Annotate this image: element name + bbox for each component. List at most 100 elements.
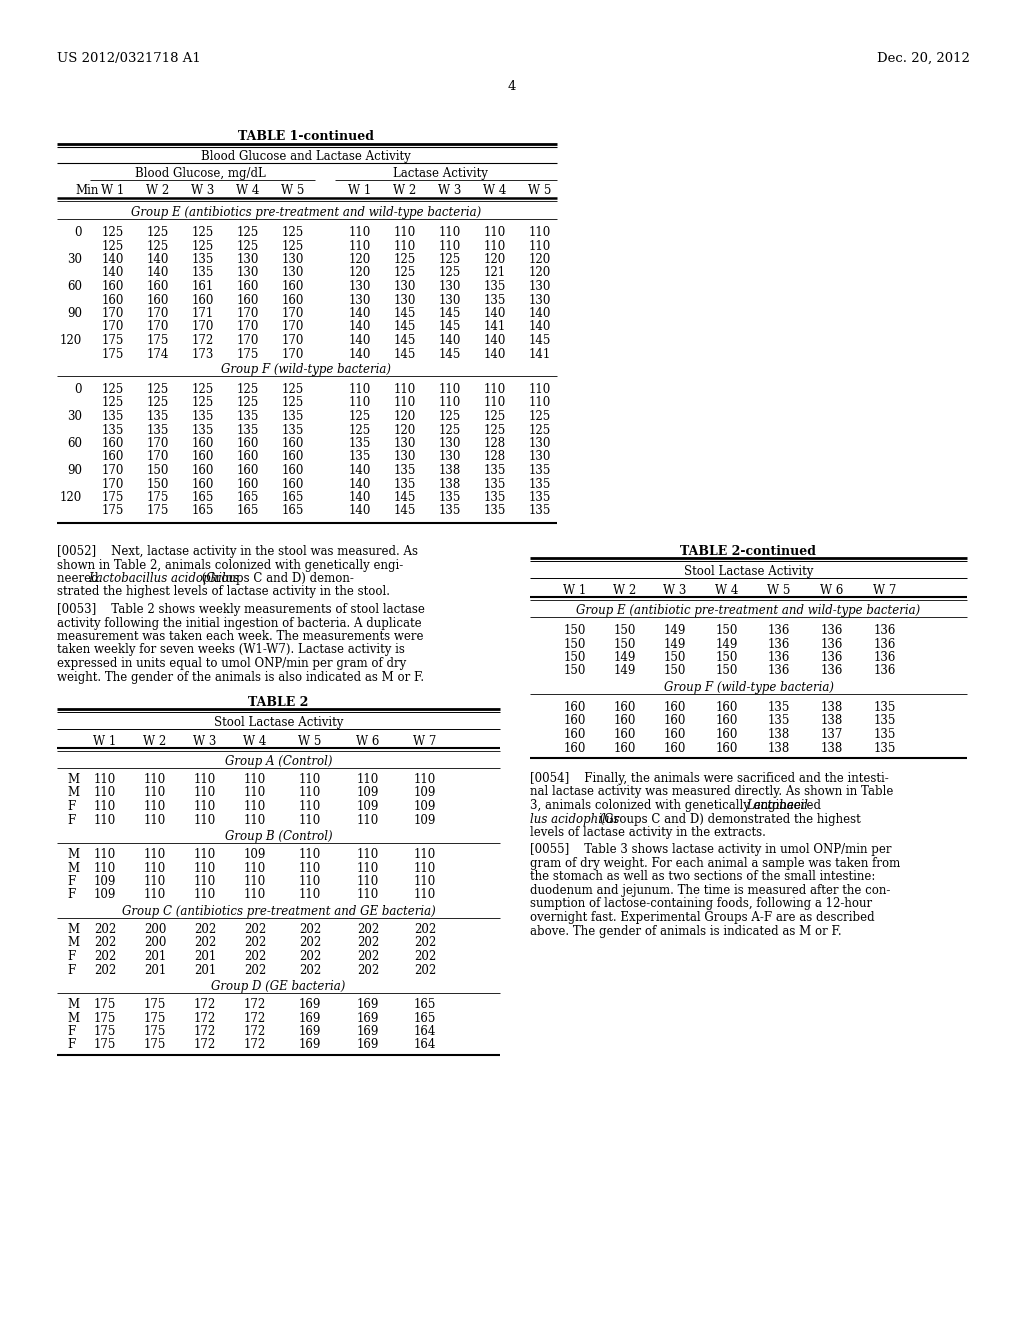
Text: 145: 145 (394, 308, 416, 319)
Text: 110: 110 (439, 239, 461, 252)
Text: 136: 136 (768, 664, 791, 677)
Text: 125: 125 (439, 267, 461, 280)
Text: 202: 202 (357, 950, 379, 964)
Text: 110: 110 (194, 875, 216, 888)
Text: 138: 138 (821, 701, 843, 714)
Text: [0055]    Table 3 shows lactase activity in umol ONP/min per: [0055] Table 3 shows lactase activity in… (530, 843, 892, 857)
Text: 110: 110 (357, 862, 379, 874)
Text: Blood Glucose and Lactase Activity: Blood Glucose and Lactase Activity (201, 150, 411, 162)
Text: 202: 202 (244, 936, 266, 949)
Text: 141: 141 (484, 321, 506, 334)
Text: 110: 110 (439, 383, 461, 396)
Text: 125: 125 (282, 383, 304, 396)
Text: 125: 125 (191, 239, 214, 252)
Text: 164: 164 (414, 1039, 436, 1052)
Text: 136: 136 (768, 638, 791, 651)
Text: 130: 130 (237, 267, 259, 280)
Text: 140: 140 (349, 308, 371, 319)
Text: 140: 140 (483, 347, 506, 360)
Text: 202: 202 (299, 950, 322, 964)
Text: 175: 175 (101, 504, 124, 517)
Text: 150: 150 (613, 638, 636, 651)
Text: 130: 130 (528, 293, 551, 306)
Text: 136: 136 (873, 651, 896, 664)
Text: 135: 135 (768, 701, 791, 714)
Text: 130: 130 (528, 280, 551, 293)
Text: (Groups C and D) demonstrated the highest: (Groups C and D) demonstrated the highes… (596, 813, 861, 825)
Text: 160: 160 (191, 437, 214, 450)
Text: 136: 136 (873, 664, 896, 677)
Text: 110: 110 (357, 875, 379, 888)
Text: 202: 202 (357, 964, 379, 977)
Text: 110: 110 (439, 226, 461, 239)
Text: 110: 110 (349, 239, 371, 252)
Text: 135: 135 (873, 701, 896, 714)
Text: 130: 130 (394, 450, 416, 463)
Text: 160: 160 (146, 293, 169, 306)
Text: 0: 0 (75, 226, 82, 239)
Text: 160: 160 (191, 450, 214, 463)
Text: duodenum and jejunum. The time is measured after the con-: duodenum and jejunum. The time is measur… (530, 884, 891, 898)
Text: 110: 110 (194, 813, 216, 826)
Text: 125: 125 (101, 226, 124, 239)
Text: 149: 149 (664, 624, 686, 638)
Text: Group E (antibiotic pre-treatment and wild-type bacteria): Group E (antibiotic pre-treatment and wi… (577, 605, 921, 616)
Text: 135: 135 (483, 293, 506, 306)
Text: W 2: W 2 (393, 183, 417, 197)
Text: 109: 109 (414, 800, 436, 813)
Text: 110: 110 (244, 787, 266, 800)
Text: 172: 172 (244, 998, 266, 1011)
Text: 110: 110 (349, 383, 371, 396)
Text: 125: 125 (146, 226, 169, 239)
Text: 165: 165 (237, 504, 259, 517)
Text: 110: 110 (94, 847, 116, 861)
Text: 165: 165 (414, 1011, 436, 1024)
Text: 130: 130 (439, 280, 461, 293)
Text: 175: 175 (94, 998, 116, 1011)
Text: W 4: W 4 (244, 735, 266, 748)
Text: 170: 170 (237, 334, 259, 347)
Text: 135: 135 (282, 411, 304, 422)
Text: 150: 150 (716, 651, 738, 664)
Text: 110: 110 (299, 875, 322, 888)
Text: 140: 140 (483, 334, 506, 347)
Text: 160: 160 (282, 437, 304, 450)
Text: 110: 110 (484, 226, 506, 239)
Text: 160: 160 (101, 437, 124, 450)
Text: 150: 150 (564, 638, 586, 651)
Text: 110: 110 (299, 774, 322, 785)
Text: 110: 110 (94, 813, 116, 826)
Text: [0054]    Finally, the animals were sacrificed and the intesti-: [0054] Finally, the animals were sacrifi… (530, 772, 889, 785)
Text: 160: 160 (664, 714, 686, 727)
Text: 136: 136 (821, 624, 843, 638)
Text: 160: 160 (237, 478, 259, 491)
Text: gram of dry weight. For each animal a sample was taken from: gram of dry weight. For each animal a sa… (530, 857, 900, 870)
Text: 121: 121 (484, 267, 506, 280)
Text: 170: 170 (282, 347, 304, 360)
Text: 202: 202 (194, 936, 216, 949)
Text: W 7: W 7 (414, 735, 436, 748)
Text: 160: 160 (282, 465, 304, 477)
Text: 130: 130 (439, 293, 461, 306)
Text: 110: 110 (144, 800, 166, 813)
Text: 174: 174 (146, 347, 169, 360)
Text: 135: 135 (483, 465, 506, 477)
Text: 160: 160 (716, 742, 738, 755)
Text: 110: 110 (244, 862, 266, 874)
Text: 175: 175 (146, 491, 169, 504)
Text: 125: 125 (394, 267, 416, 280)
Text: 110: 110 (144, 875, 166, 888)
Text: 170: 170 (237, 308, 259, 319)
Text: taken weekly for seven weeks (W1-W7). Lactase activity is: taken weekly for seven weeks (W1-W7). La… (57, 644, 404, 656)
Text: 140: 140 (146, 267, 169, 280)
Text: 110: 110 (528, 239, 551, 252)
Text: TABLE 2-continued: TABLE 2-continued (681, 545, 816, 558)
Text: 110: 110 (244, 813, 266, 826)
Text: 169: 169 (356, 998, 379, 1011)
Text: 128: 128 (484, 437, 506, 450)
Text: 160: 160 (191, 293, 214, 306)
Text: 130: 130 (394, 437, 416, 450)
Text: 109: 109 (244, 847, 266, 861)
Text: 60: 60 (67, 437, 82, 450)
Text: Group C (antibiotics pre-treatment and GE bacteria): Group C (antibiotics pre-treatment and G… (122, 906, 435, 917)
